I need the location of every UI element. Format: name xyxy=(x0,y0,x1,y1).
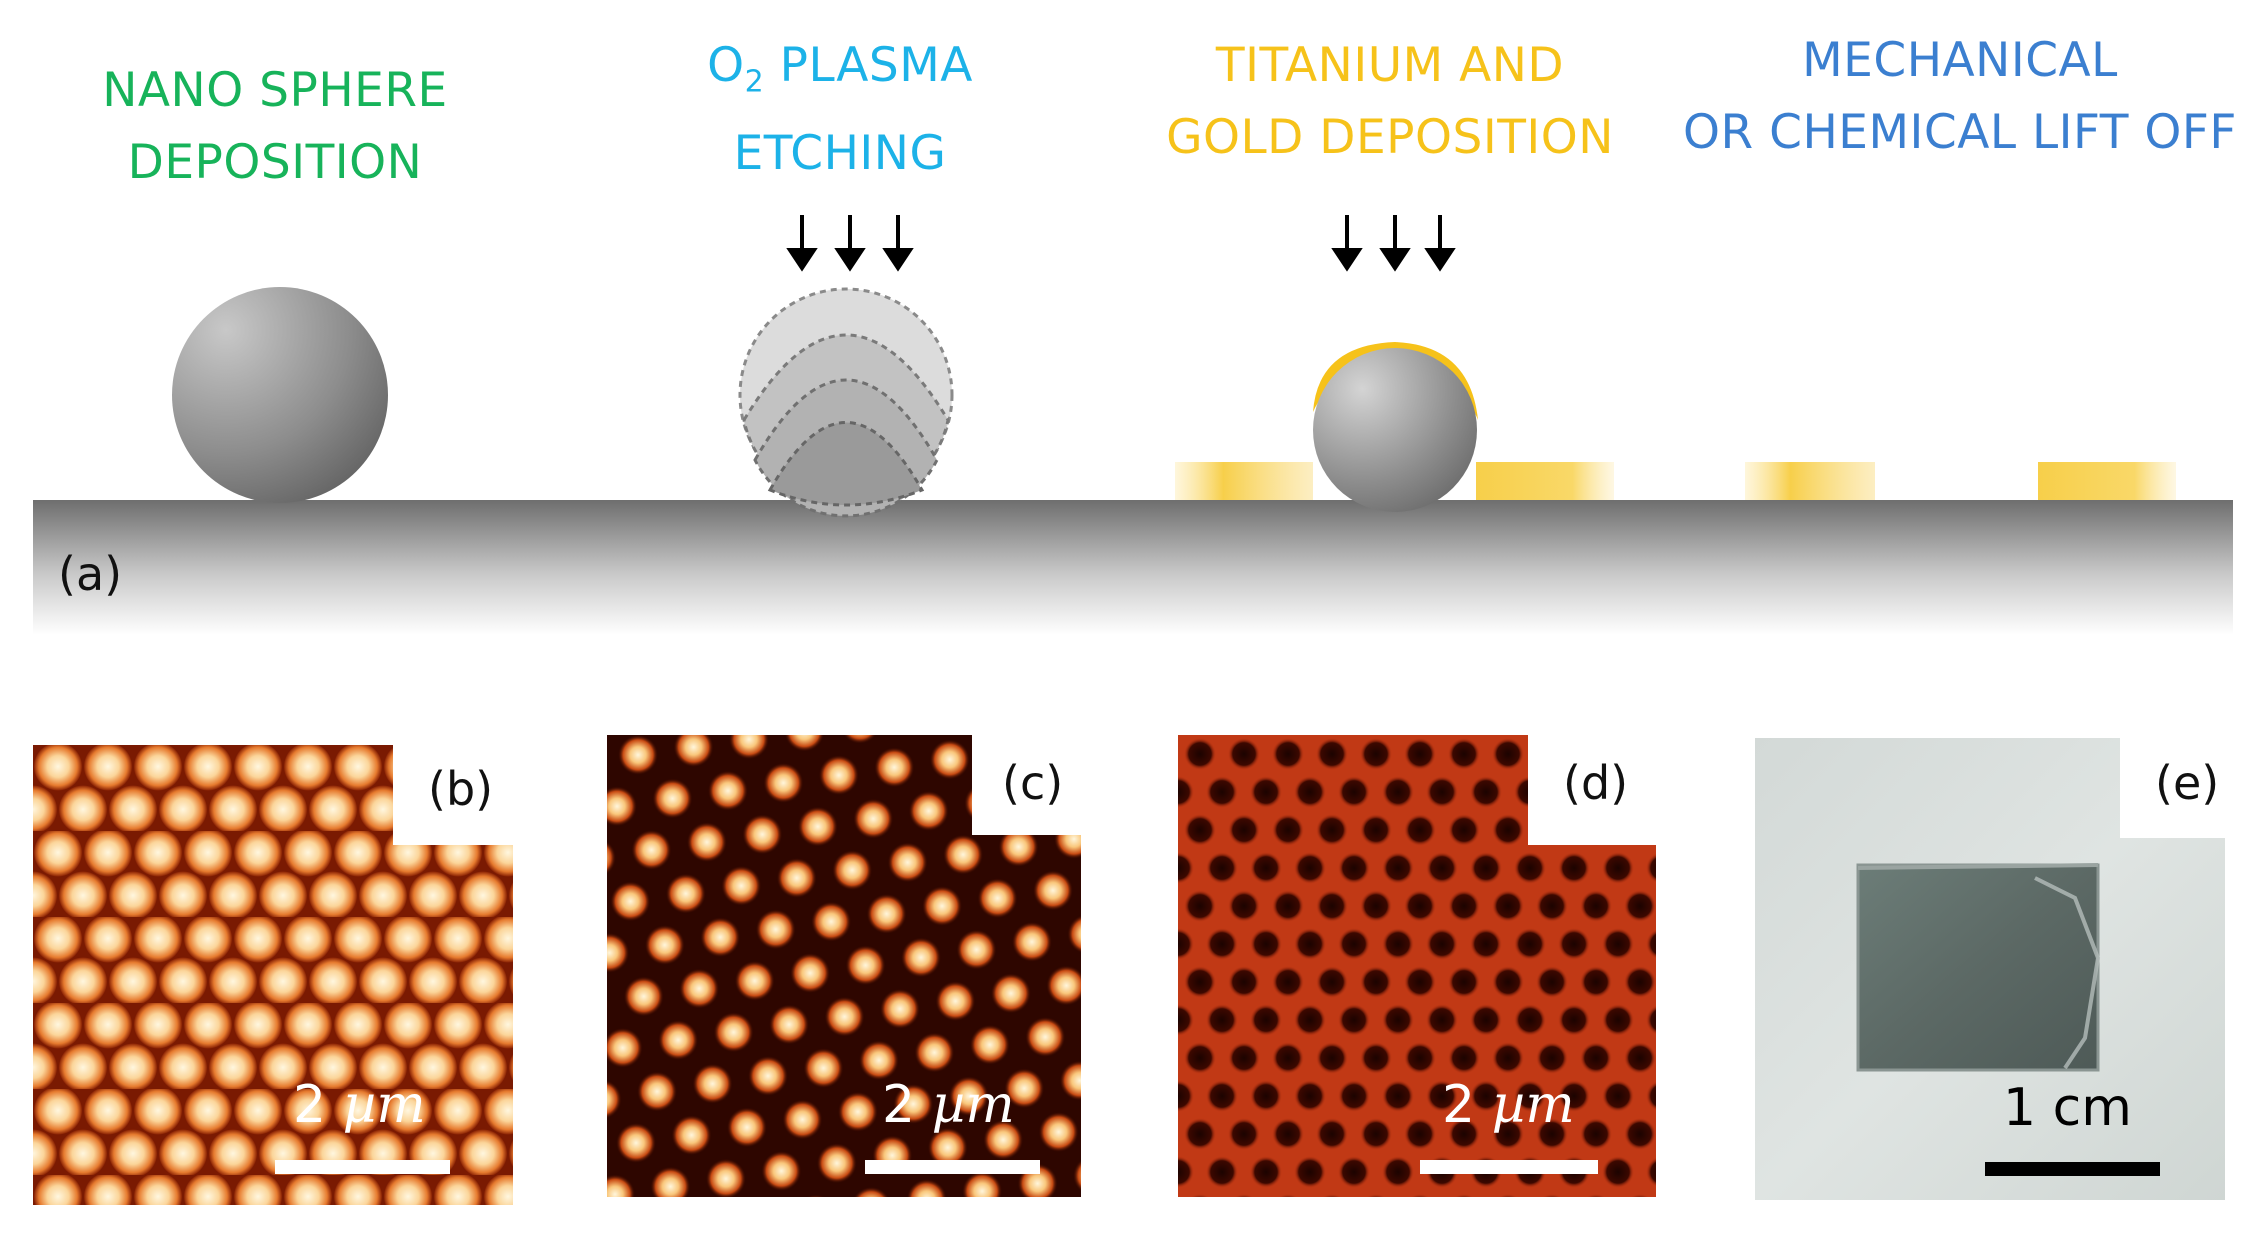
step-title-line1: O2 PLASMA xyxy=(650,30,1030,118)
scale-bar-b xyxy=(275,1160,450,1174)
substrate xyxy=(33,500,2233,635)
step-title-nanosphere: NANO SPHERE DEPOSITION xyxy=(90,55,460,199)
step-title-line2: DEPOSITION xyxy=(127,135,423,190)
step-title-line2: OR CHEMICAL LIFT OFF xyxy=(1683,105,2237,160)
label-background xyxy=(393,745,515,845)
panel-label-d: (d) xyxy=(1563,756,1629,810)
scale-label-c: 2 µm xyxy=(882,1075,1015,1135)
scale-bar-e xyxy=(1985,1162,2160,1176)
label-background xyxy=(2120,738,2228,838)
plasma-word: PLASMA xyxy=(764,38,973,93)
step-title-line1: TITANIUM AND xyxy=(1215,38,1565,93)
panel-label-a: (a) xyxy=(58,547,123,601)
panel-label-c: (c) xyxy=(1002,756,1064,810)
scale-label-e: 1 cm xyxy=(2003,1078,2132,1138)
step-title-liftoff: MECHANICAL OR CHEMICAL LIFT OFF xyxy=(1680,25,2240,169)
scale-label-b: 2 µm xyxy=(293,1075,426,1135)
scale-number: 2 xyxy=(882,1075,916,1135)
step-title-line1: MECHANICAL xyxy=(1802,33,2118,88)
step-title-plasma: O2 PLASMA ETCHING xyxy=(650,30,1030,190)
sample-photo-e xyxy=(1755,738,2225,1200)
nanosphere xyxy=(172,287,388,503)
o-subscript: 2 xyxy=(744,64,765,100)
scale-number: 2 xyxy=(1442,1075,1476,1135)
o-letter: O xyxy=(707,38,745,93)
step-title-line2: GOLD DEPOSITION xyxy=(1166,110,1614,165)
scale-bar-c xyxy=(865,1160,1040,1174)
label-background xyxy=(1528,735,1660,845)
scale-number: 2 xyxy=(293,1075,327,1135)
scale-label-d: 2 µm xyxy=(1442,1075,1575,1135)
label-background xyxy=(972,735,1084,835)
step-title-line2: ETCHING xyxy=(733,126,947,182)
step-title-line1: NANO SPHERE xyxy=(102,63,448,118)
scale-unit: µm xyxy=(342,1075,426,1135)
scale-unit: µm xyxy=(1491,1075,1575,1135)
gold-pad xyxy=(2038,462,2176,500)
gold-pad xyxy=(1745,462,1875,500)
panel-label-e: (e) xyxy=(2155,756,2220,810)
scale-unit: µm xyxy=(931,1075,1015,1135)
plasma-arrows xyxy=(786,215,914,272)
panel-label-b: (b) xyxy=(428,762,494,816)
gold-pad xyxy=(1476,462,1614,500)
etched-sphere xyxy=(738,287,954,518)
step-title-deposition: TITANIUM AND GOLD DEPOSITION xyxy=(1160,30,1620,174)
scale-bar-d xyxy=(1420,1160,1598,1174)
schematic-panel-a xyxy=(33,215,2233,635)
gold-pad xyxy=(1175,462,1313,500)
gold-film xyxy=(1856,863,2100,1072)
deposition-arrows xyxy=(1331,215,1456,272)
etched-nanosphere xyxy=(1313,348,1477,512)
